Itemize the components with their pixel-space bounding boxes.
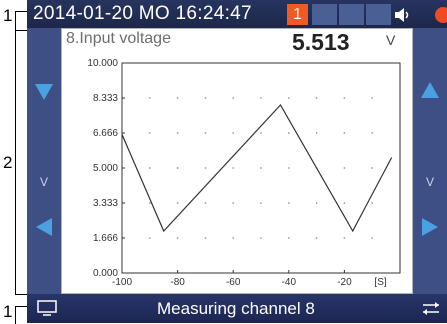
grid-dot	[148, 237, 151, 239]
x-unit-label: [S]	[374, 277, 386, 288]
status-slot	[312, 4, 337, 25]
grid-dot	[287, 97, 290, 99]
datetime: 2014-01-20 MO 16:24:47	[33, 3, 252, 24]
grid-dot	[287, 132, 290, 134]
grid-dot	[371, 202, 374, 204]
grid-dot	[343, 202, 346, 204]
grid-dot	[176, 237, 179, 239]
swap-arrows-icon[interactable]	[421, 301, 441, 316]
y-tick-label: 0.000	[93, 268, 118, 279]
status-slot	[366, 4, 391, 25]
grid-dot	[371, 167, 374, 169]
x-tick-label: -20	[337, 277, 352, 288]
grid-dot	[176, 202, 179, 204]
grid-dot	[371, 132, 374, 134]
grid-dot	[232, 202, 235, 204]
grid-dot	[148, 202, 151, 204]
up-arrow-icon[interactable]	[419, 80, 441, 102]
grid-dot	[260, 202, 262, 204]
grid-dot	[343, 167, 346, 169]
grid-dot	[343, 132, 346, 134]
y-tick-label: 8.333	[93, 93, 118, 104]
grid-dot	[204, 202, 207, 204]
x-tick-label: -40	[282, 277, 297, 288]
grid-dot	[232, 97, 235, 99]
grid-dot	[260, 97, 262, 99]
grid-dot	[204, 97, 207, 99]
grid-dot	[371, 97, 374, 99]
grid-dot	[315, 237, 318, 239]
status-bar: 2014-01-20 MO 16:24:47 1	[27, 0, 447, 28]
monitor-icon[interactable]	[37, 300, 57, 316]
voltage-chart: 0.000 1.666 3.333 5.000 6.666 8.333 10.000 -100…	[87, 58, 401, 288]
left-arrow-icon[interactable]	[33, 216, 55, 238]
grid-dot	[176, 167, 179, 169]
callout-bottom-bar: 1	[3, 302, 13, 321]
grid-dot	[232, 167, 235, 169]
grid-dot	[204, 167, 207, 169]
grid-dot	[287, 167, 290, 169]
grid-dot	[315, 97, 318, 99]
grid-dot	[287, 237, 290, 239]
status-slot	[339, 4, 364, 25]
bottom-bar: Measuring channel 8	[27, 294, 447, 323]
bracket-status-bar	[15, 11, 28, 30]
grid-dot	[176, 132, 179, 134]
down-arrow-icon[interactable]	[33, 80, 55, 102]
y-tick-label: 10.000	[87, 58, 118, 69]
left-sidebar: V	[27, 28, 61, 294]
speaker-icon[interactable]	[393, 6, 411, 24]
callout-status-bar: 1	[3, 6, 13, 25]
bracket-display-area	[15, 30, 28, 295]
grid-dot	[260, 132, 262, 134]
x-tick-label: -60	[226, 277, 241, 288]
grid-dot	[287, 202, 290, 204]
grid-dot	[148, 97, 151, 99]
grid-dot	[204, 132, 207, 134]
device-screen: 2014-01-20 MO 16:24:47 1 V V 8.Input vol…	[27, 0, 447, 323]
notification-badge[interactable]: 1	[287, 4, 308, 25]
grid-dot	[343, 97, 346, 99]
x-tick-label: -80	[170, 277, 185, 288]
y-tick-label: 1.666	[93, 233, 118, 244]
grid-dot	[176, 97, 179, 99]
measurement-value: 5.513	[292, 29, 350, 55]
grid-dot	[148, 132, 151, 134]
right-sidebar: V	[413, 28, 447, 294]
y-tick-label: 3.333	[93, 198, 118, 209]
callout-display-area: 2	[3, 153, 13, 172]
grid-dot	[371, 237, 374, 239]
grid-dot	[232, 237, 235, 239]
record-dot-icon	[435, 7, 447, 23]
bracket-bottom-bar	[15, 306, 28, 324]
voltage-series-line	[121, 103, 393, 233]
grid-dot	[204, 237, 207, 239]
y-tick-label: 6.666	[93, 128, 118, 139]
measurement-unit: V	[386, 32, 396, 48]
grid-dot	[148, 167, 151, 169]
grid-dot	[232, 132, 235, 134]
grid-dot	[260, 167, 262, 169]
x-tick-label: -100	[112, 277, 132, 288]
grid-dot	[315, 202, 318, 204]
channel-title: 8.Input voltage	[66, 30, 171, 47]
chart-panel: 8.Input voltage 5.513 V 0.000 1.666 3.333 5…	[61, 28, 413, 294]
grid-dot	[260, 237, 262, 239]
side-unit-label: V	[425, 175, 434, 189]
grid-dot	[343, 237, 346, 239]
y-tick-label: 5.000	[93, 163, 118, 174]
right-arrow-icon[interactable]	[419, 216, 441, 238]
side-unit-label: V	[39, 175, 48, 189]
bottom-label: Measuring channel 8	[157, 299, 315, 318]
grid-dot	[315, 132, 318, 134]
